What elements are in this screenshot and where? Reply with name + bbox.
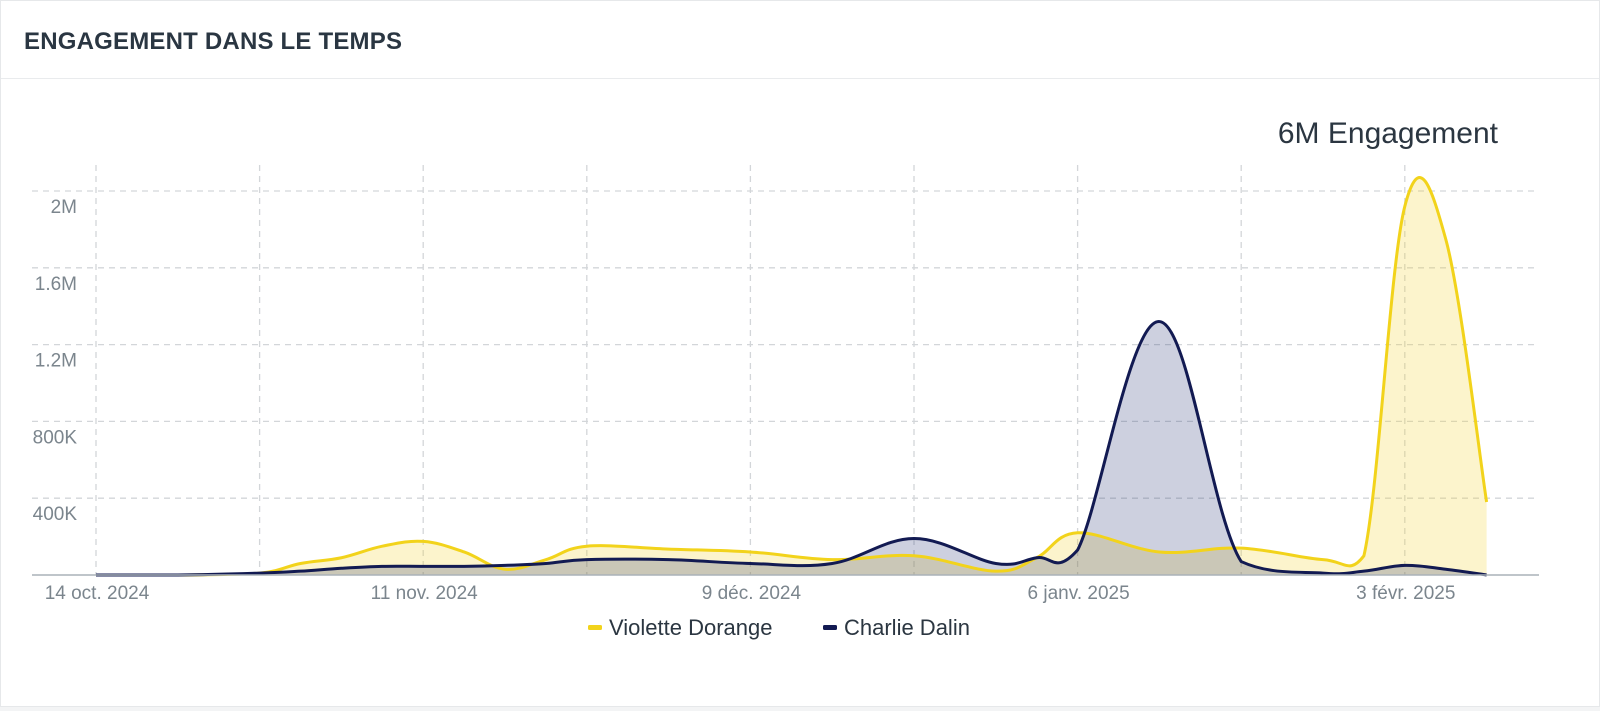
legend-item[interactable]: Charlie Dalin <box>823 615 970 640</box>
series-line-0[interactable] <box>96 176 1489 577</box>
legend: Violette Dorange Charlie Dalin <box>588 615 970 640</box>
series-line-1[interactable] <box>96 320 1487 577</box>
series-lines <box>96 176 1489 577</box>
y-tick-label: 800K <box>33 427 78 448</box>
y-tick-label: 1.2M <box>35 351 77 372</box>
y-tick-label: 1.6M <box>35 274 77 295</box>
x-tick-label: 9 déc. 2024 <box>702 583 802 604</box>
engagement-chart: 400K 800K 1.2M 1.6M 2M 14 oct. 2024 11 nov. 2… <box>32 117 1539 640</box>
card-header: ENGAGEMENT DANS LE TEMPS <box>1 1 1599 79</box>
series-area-1 <box>96 321 1487 575</box>
page-title: ENGAGEMENT DANS LE TEMPS <box>24 28 403 55</box>
x-tick-label: 11 nov. 2024 <box>371 583 478 604</box>
y-tick-label: 400K <box>33 504 78 525</box>
y-tick-label: 2M <box>51 197 77 218</box>
series-area-0 <box>96 177 1487 576</box>
legend-label: Violette Dorange <box>609 615 773 640</box>
y-axis-labels: 400K 800K 1.2M 1.6M 2M <box>33 197 78 525</box>
total-engagement-label: 6M Engagement <box>1278 117 1499 150</box>
chart-area: 400K 800K 1.2M 1.6M 2M 14 oct. 2024 11 nov. 2… <box>1 79 1599 706</box>
legend-label: Charlie Dalin <box>844 615 970 640</box>
x-axis-labels: 14 oct. 2024 11 nov. 2024 9 déc. 2024 6 jan… <box>45 583 1456 604</box>
x-tick-label: 6 janv. 2025 <box>1028 583 1130 604</box>
chart-grid <box>32 165 1539 575</box>
legend-swatch <box>823 625 837 630</box>
legend-swatch <box>588 625 602 630</box>
series-areas <box>96 177 1487 576</box>
x-tick-label: 14 oct. 2024 <box>45 583 150 604</box>
x-tick-label: 3 févr. 2025 <box>1356 583 1455 604</box>
legend-item[interactable]: Violette Dorange <box>588 615 773 640</box>
